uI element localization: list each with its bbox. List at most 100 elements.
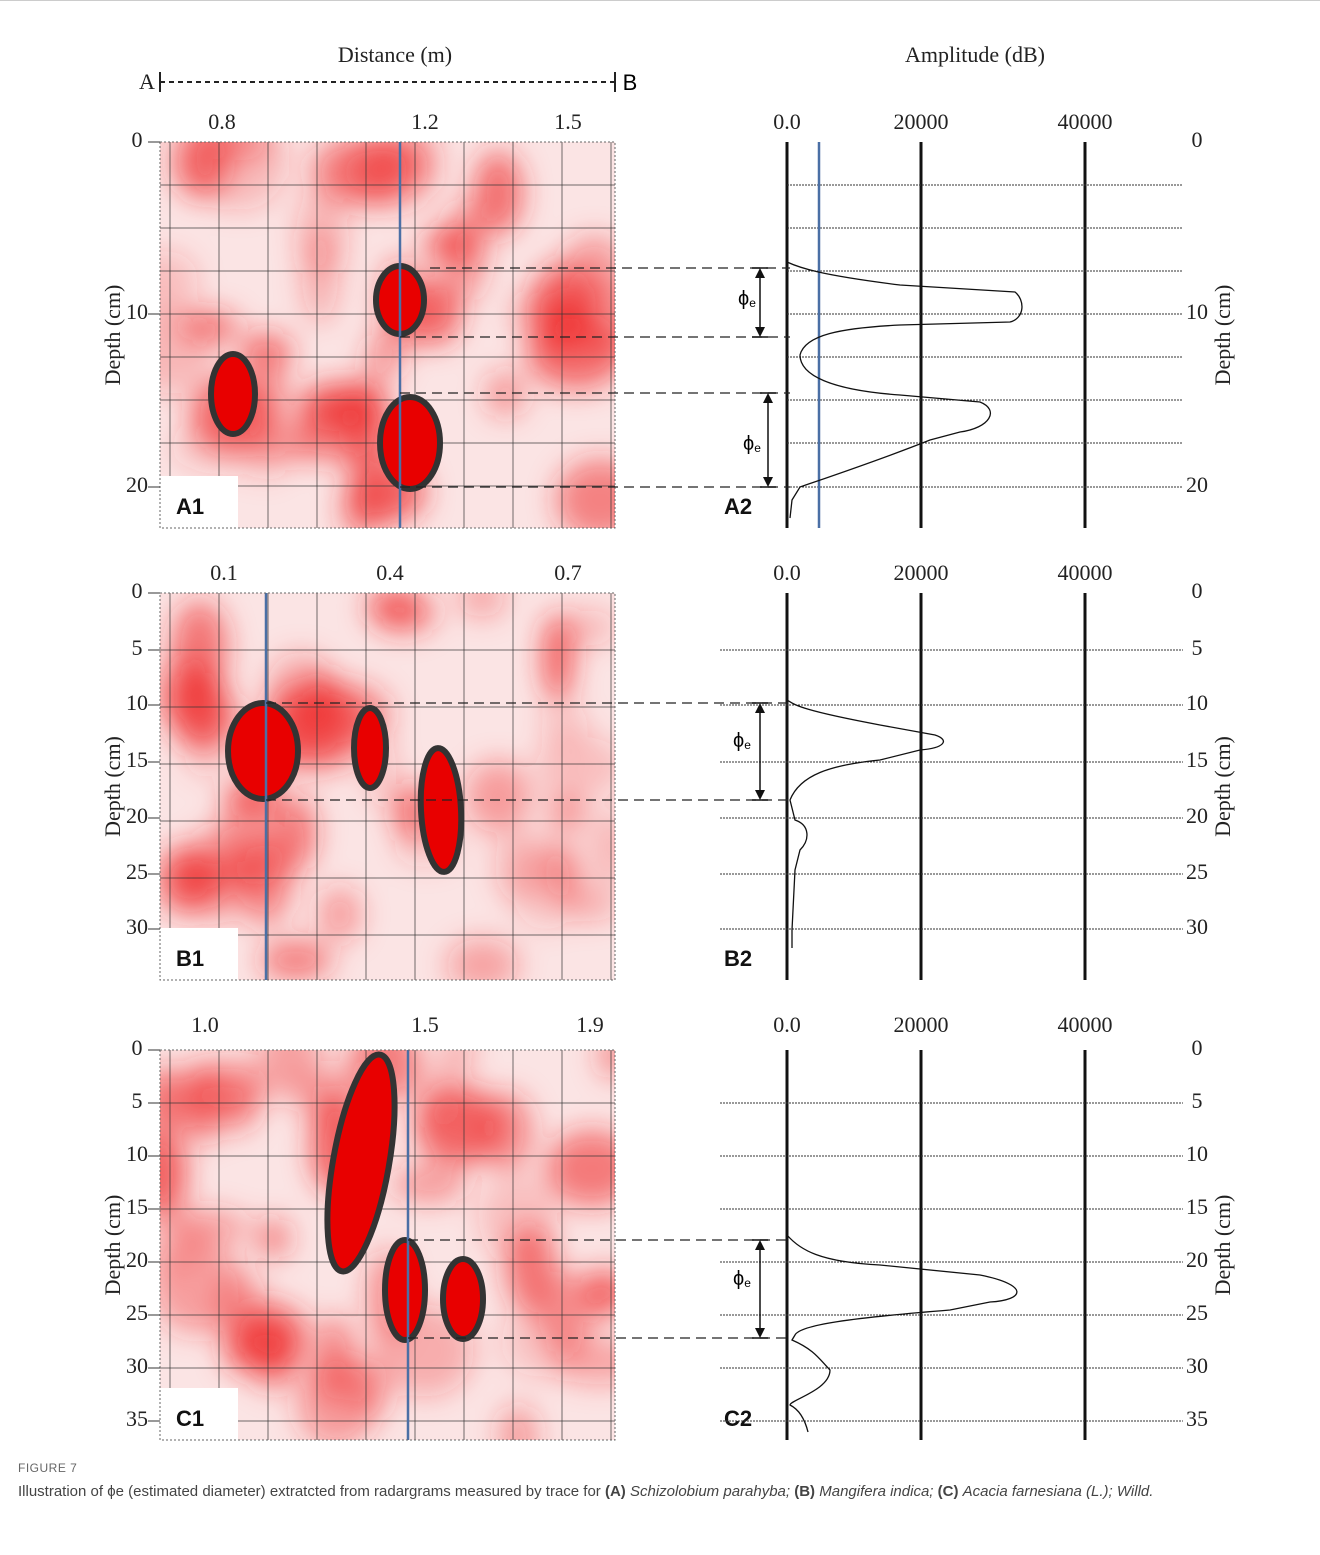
- depth-tick-label: 0: [1192, 578, 1203, 603]
- heat-blob: [260, 940, 332, 980]
- distance-tick-label: 1.0: [191, 1012, 219, 1037]
- panel-label: B2: [724, 946, 752, 971]
- diameter-symbol: ϕ: [743, 433, 754, 455]
- heat-blob: [590, 809, 615, 887]
- depth-axis-title: Depth (cm): [100, 1195, 125, 1296]
- depth-axis-title: Depth (cm): [1210, 1195, 1235, 1296]
- diameter-label: ϕe: [743, 433, 761, 455]
- heat-blob: [275, 1069, 354, 1113]
- depth-tick-label: 30: [126, 1353, 148, 1378]
- diameter-symbol: ϕ: [733, 1268, 744, 1290]
- diameter-subscript: e: [744, 738, 751, 752]
- heat-blob: [485, 371, 526, 417]
- depth-tick-label: 35: [126, 1406, 148, 1431]
- target-outline: [225, 700, 301, 802]
- heat-blob: [423, 227, 479, 264]
- radargram-frame: [159, 592, 616, 981]
- depth-tick-label: 0: [132, 1035, 143, 1060]
- heat-blob: [442, 1050, 474, 1075]
- diameter-subscript: e: [749, 296, 756, 310]
- heat-blob: [313, 1315, 356, 1402]
- heat-blob: [295, 399, 381, 465]
- depth-tick-label: 30: [1186, 914, 1208, 939]
- amplitude-profile: [786, 210, 1023, 519]
- depth-axis-title: Depth (cm): [1210, 285, 1235, 386]
- heat-blob: [160, 1129, 187, 1218]
- radargram-frame: [159, 141, 616, 529]
- heat-blob: [458, 593, 506, 618]
- depth-tick-label: 35: [1186, 1406, 1208, 1431]
- distance-tick-label: 1.2: [411, 109, 439, 134]
- heat-blob: [501, 1305, 580, 1378]
- target-outline: [324, 1051, 398, 1275]
- distance-tick-label: 0.1: [210, 560, 238, 585]
- radargram: [160, 142, 615, 528]
- depth-tick-label: 10: [1186, 1141, 1208, 1166]
- diameter-label: ϕe: [733, 1268, 751, 1290]
- heat-blob: [296, 188, 348, 274]
- depth-tick-label: 20: [1186, 803, 1208, 828]
- radargram: [160, 1050, 615, 1440]
- depth-axis-title: Depth (cm): [100, 736, 125, 837]
- heat-blob: [505, 1225, 557, 1313]
- depth-tick-label: 5: [132, 635, 143, 660]
- caption: FIGURE 7 Illustration of ϕe (estimated d…: [18, 1457, 1308, 1503]
- caption-segment: Illustration of ϕe (estimated diameter) …: [18, 1483, 601, 1500]
- caption-text: Illustration of ϕe (estimated diameter) …: [18, 1480, 1308, 1503]
- depth-tick-label: 20: [1186, 472, 1208, 497]
- depth-tick-label: 5: [132, 1088, 143, 1113]
- target-outline: [377, 394, 443, 492]
- heat-blob: [464, 760, 532, 834]
- depth-tick-label: 20: [1186, 1247, 1208, 1272]
- heat-blob: [446, 938, 519, 980]
- panel-label: A1: [176, 494, 204, 519]
- heat-blob: [555, 458, 615, 528]
- label-box: [160, 1388, 238, 1440]
- amplitude-profile: [786, 699, 945, 948]
- label-box: [160, 476, 238, 528]
- amplitude-tick-label: 40000: [1058, 1012, 1113, 1037]
- radargram-frame: [159, 1049, 616, 1441]
- amplitude-tick-label: 20000: [894, 109, 949, 134]
- diameter-symbol: ϕ: [738, 288, 749, 310]
- heat-blob: [180, 311, 240, 342]
- diameter-subscript: e: [754, 441, 761, 455]
- panel-label: C2: [724, 1406, 752, 1431]
- heat-blob: [535, 736, 615, 798]
- target-outline: [440, 1256, 486, 1342]
- heat-blob: [198, 142, 272, 161]
- amplitude-tick-label: 40000: [1058, 109, 1113, 134]
- heat-blob: [511, 836, 581, 931]
- arrow-head: [763, 393, 773, 487]
- caption-segment: (A): [604, 1483, 626, 1500]
- distance-tick-label: 0.4: [376, 560, 404, 585]
- target-outline: [417, 745, 465, 875]
- depth-tick-label: 0: [1192, 127, 1203, 152]
- panel-label: B1: [176, 946, 204, 971]
- heat-blob: [176, 142, 220, 195]
- diameter-symbol: ϕ: [733, 730, 744, 752]
- depth-tick-label: 10: [126, 299, 148, 324]
- depth-tick-label: 15: [126, 747, 148, 772]
- distance-tick-label: 0.8: [208, 109, 236, 134]
- panel-label: A2: [724, 494, 752, 519]
- depth-tick-label: 5: [1192, 1088, 1203, 1113]
- distance-tick-label: 1.5: [411, 1012, 439, 1037]
- target-outline: [382, 1237, 428, 1343]
- target-outline: [208, 351, 258, 437]
- depth-tick-label: 25: [1186, 859, 1208, 884]
- heat-blob: [391, 1166, 466, 1203]
- depth-tick-label: 0: [132, 127, 143, 152]
- depth-axis-title: Depth (cm): [1210, 736, 1235, 837]
- heat-blob: [283, 794, 319, 869]
- heat-blob: [185, 824, 257, 922]
- figure: Distance (m) Amplitude (dB) A B A1 A2 0.8 1…: [100, 42, 1235, 1441]
- amplitude-tick-label: 20000: [894, 1012, 949, 1037]
- arrow-head: [755, 703, 765, 800]
- amplitude-tick-label: 0.0: [773, 1012, 801, 1037]
- depth-tick-label: 30: [126, 914, 148, 939]
- depth-axis-title: Depth (cm): [100, 285, 125, 386]
- caption-segment: (C): [937, 1483, 959, 1500]
